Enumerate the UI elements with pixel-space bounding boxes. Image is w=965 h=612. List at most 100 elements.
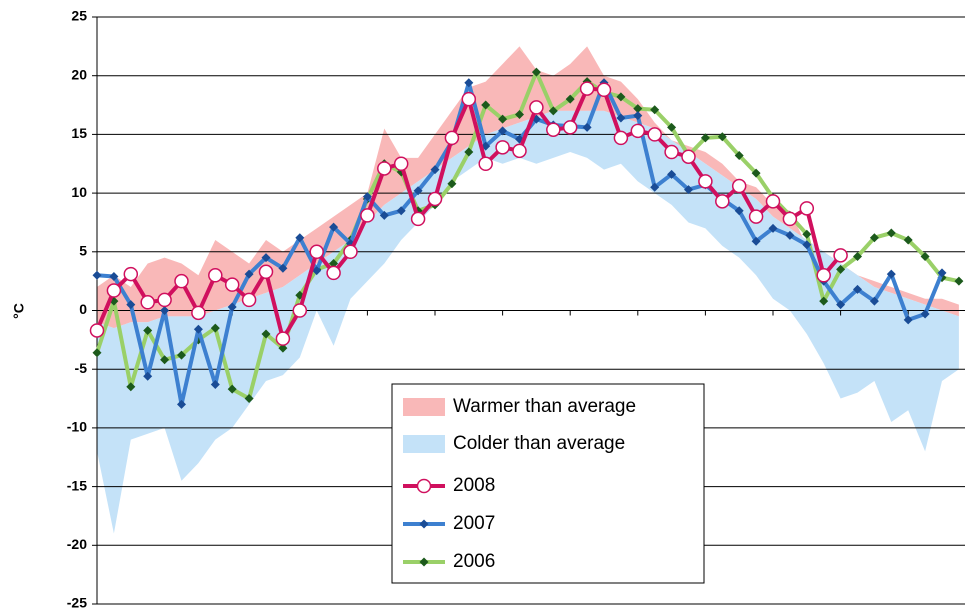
- marker: [292, 303, 308, 318]
- y-tick-label: -10: [67, 419, 87, 435]
- marker: [731, 178, 747, 194]
- marker: [613, 130, 629, 146]
- y-tick-label: 15: [71, 125, 87, 141]
- marker: [106, 283, 122, 298]
- marker: [261, 329, 271, 339]
- marker: [664, 144, 679, 160]
- y-tick-label: 0: [79, 301, 87, 317]
- marker: [853, 251, 862, 261]
- marker: [633, 111, 643, 121]
- legend-label: 2006: [453, 551, 495, 572]
- marker: [630, 123, 646, 139]
- marker: [427, 191, 443, 207]
- marker: [126, 382, 136, 392]
- marker: [143, 325, 153, 335]
- marker: [360, 208, 375, 223]
- marker: [160, 306, 170, 315]
- marker: [177, 350, 186, 360]
- marker: [616, 92, 626, 102]
- y-tick-label: 20: [71, 66, 87, 82]
- marker: [123, 266, 139, 282]
- marker: [498, 114, 508, 124]
- marker: [529, 100, 544, 115]
- marker: [833, 248, 848, 263]
- marker: [698, 174, 713, 189]
- marker: [869, 296, 879, 306]
- marker: [531, 67, 541, 77]
- marker: [461, 91, 477, 107]
- y-tick-label: 5: [79, 243, 87, 259]
- marker: [377, 161, 392, 176]
- legend-label: 2008: [453, 475, 495, 496]
- marker: [447, 179, 457, 189]
- marker: [802, 229, 812, 239]
- marker: [853, 284, 862, 294]
- marker: [886, 269, 896, 279]
- marker: [681, 149, 696, 164]
- marker: [562, 120, 578, 135]
- marker: [464, 147, 474, 157]
- marker: [667, 169, 677, 179]
- marker: [410, 211, 426, 227]
- legend-label: Colder than average: [453, 433, 625, 454]
- marker: [208, 268, 223, 283]
- marker: [419, 557, 429, 567]
- y-tick-label: -5: [75, 360, 88, 376]
- marker: [515, 109, 524, 119]
- marker: [258, 264, 274, 280]
- y-tick-label: 25: [71, 8, 87, 24]
- marker: [937, 268, 947, 278]
- legend-swatch: [403, 435, 445, 453]
- marker: [261, 253, 271, 263]
- marker: [362, 192, 372, 202]
- marker: [920, 309, 930, 319]
- marker: [596, 82, 612, 98]
- marker: [836, 264, 846, 274]
- marker: [430, 165, 440, 175]
- marker: [903, 315, 913, 325]
- y-tick-label: -20: [67, 536, 87, 552]
- marker: [903, 235, 913, 245]
- marker: [582, 122, 592, 132]
- marker: [684, 185, 693, 195]
- marker: [329, 259, 339, 269]
- marker: [799, 201, 815, 216]
- marker: [667, 122, 677, 132]
- marker: [244, 269, 254, 279]
- marker: [802, 240, 812, 250]
- marker: [143, 371, 153, 381]
- y-tick-label: -25: [67, 595, 87, 611]
- marker: [512, 143, 527, 159]
- marker: [647, 127, 662, 142]
- marker: [343, 244, 358, 260]
- marker: [244, 394, 254, 404]
- marker: [177, 399, 186, 409]
- marker: [734, 206, 744, 216]
- marker: [734, 151, 744, 161]
- marker: [92, 348, 102, 358]
- marker: [478, 156, 493, 171]
- marker: [312, 266, 322, 276]
- marker: [869, 233, 879, 243]
- marker: [954, 276, 964, 286]
- legend: Warmer than average Colder than average 20…: [391, 383, 705, 584]
- marker: [633, 104, 643, 114]
- marker: [768, 223, 778, 233]
- marker: [650, 105, 660, 115]
- marker: [444, 130, 460, 146]
- marker: [548, 106, 558, 116]
- marker: [309, 244, 324, 260]
- marker: [126, 300, 136, 310]
- marker: [751, 236, 761, 246]
- marker: [419, 519, 429, 529]
- marker: [92, 270, 102, 280]
- marker: [140, 295, 155, 310]
- marker: [227, 384, 237, 394]
- legend-box: [391, 383, 705, 584]
- marker: [748, 209, 764, 224]
- marker: [920, 251, 930, 261]
- marker: [295, 233, 305, 243]
- marker: [329, 222, 339, 232]
- marker: [785, 230, 795, 240]
